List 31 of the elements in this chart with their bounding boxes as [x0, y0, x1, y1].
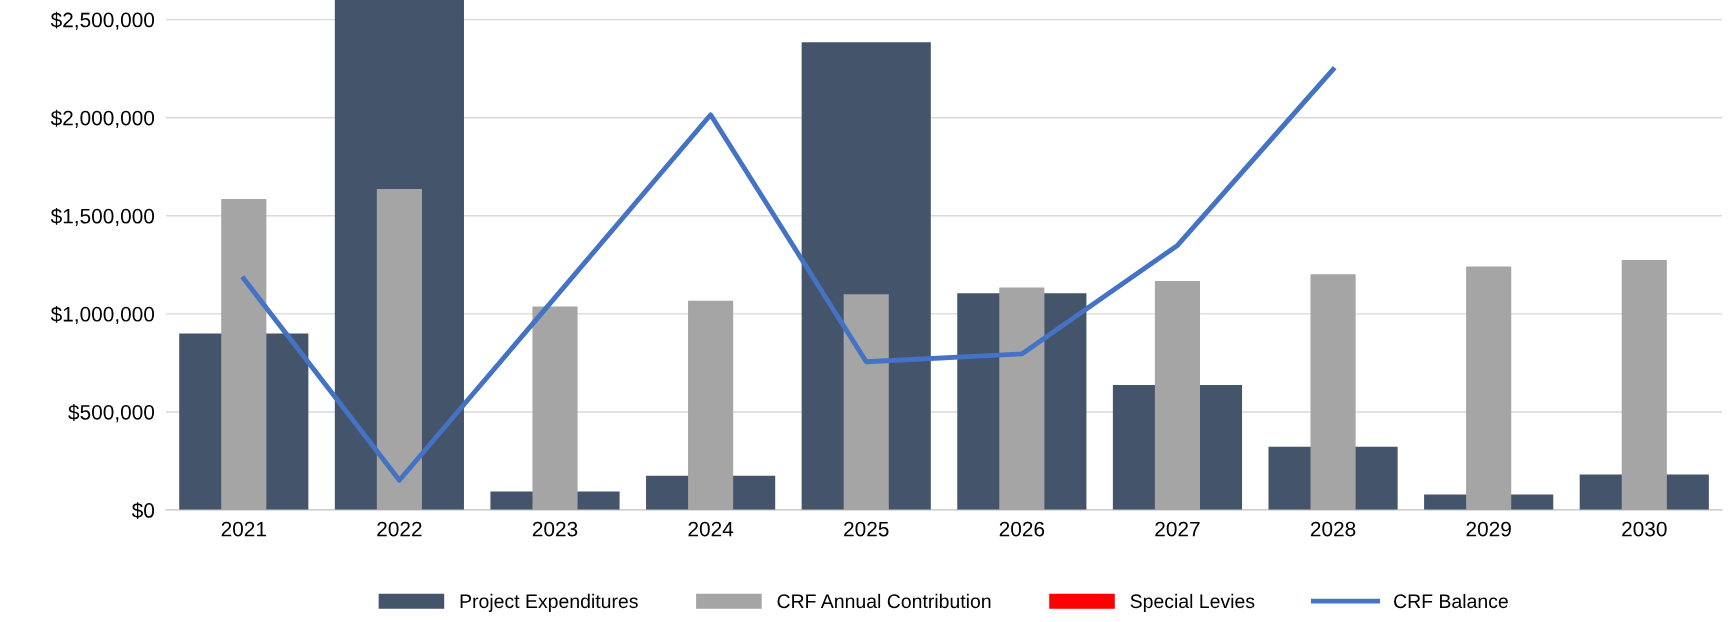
x-tick-label: 2022	[377, 521, 422, 537]
bar	[221, 198, 267, 511]
legend-label: CRF Balance	[1394, 593, 1508, 609]
bar	[843, 294, 889, 511]
bar	[1154, 280, 1201, 511]
y-tick-label: $1,000,000	[50, 306, 155, 325]
x-tick-label: 2028	[1310, 521, 1356, 537]
legend-label: CRF Annual Contribution	[777, 593, 991, 609]
x-tick-label: 2030	[1622, 521, 1667, 537]
x-tick-label: 2021	[221, 521, 266, 537]
bar	[1310, 274, 1356, 511]
x-tick-label: 2024	[688, 521, 734, 537]
y-tick-label: $0	[131, 502, 155, 520]
y-tick-label: $500,000	[68, 404, 155, 423]
line-series	[241, 67, 1336, 483]
x-tick-label: 2029	[1466, 521, 1511, 537]
y-tick-label: $1,500,000	[50, 207, 155, 226]
y-tick-label: $2,500,000	[50, 11, 155, 30]
legend-label: Project Expenditures	[460, 593, 638, 612]
bar	[1621, 259, 1667, 511]
bar	[532, 306, 578, 511]
x-tick-label: 2027	[1155, 521, 1200, 537]
bar	[999, 287, 1045, 511]
y-tick-label: $2,000,000	[50, 109, 155, 128]
legend-label: Special Levies	[1130, 593, 1255, 612]
bar	[376, 189, 422, 511]
x-tick-label: 2025	[844, 521, 889, 537]
x-tick-label: 2023	[532, 521, 578, 537]
x-tick-label: 2026	[999, 521, 1045, 537]
bar	[688, 300, 734, 511]
bar	[1466, 266, 1512, 511]
